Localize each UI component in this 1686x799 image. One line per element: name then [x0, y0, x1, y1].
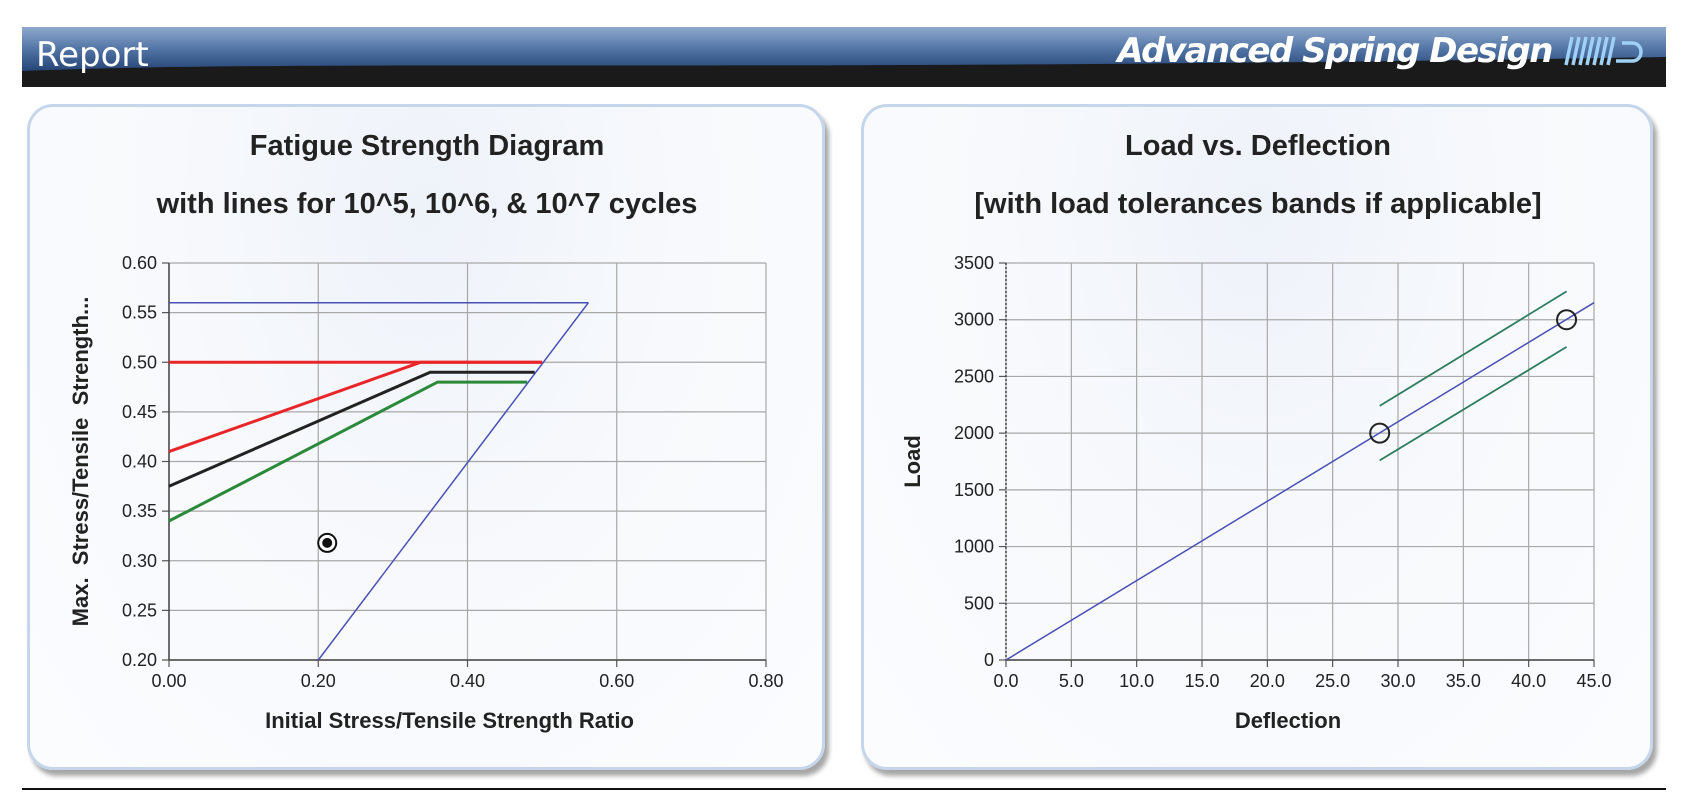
y-tick-label: 3000: [954, 310, 994, 330]
report-title: Report: [36, 35, 149, 75]
y-tick-label: 0.25: [122, 600, 157, 620]
y-tick-label: 0: [984, 650, 994, 670]
fatigue-chart-panel: Fatigue Strength Diagram with lines for …: [27, 104, 825, 770]
x-tick-label: 10.0: [1119, 671, 1154, 691]
fatigue-chart-subtitle: with lines for 10^5, 10^6, & 10^7 cycles: [156, 188, 698, 220]
y-axis-title: Load: [900, 435, 925, 488]
x-tick-label: 0.40: [450, 671, 485, 691]
x-tick-label: 40.0: [1511, 671, 1546, 691]
footer-divider: [22, 788, 1666, 790]
x-tick-label: 45.0: [1576, 671, 1611, 691]
brand: Advanced Spring Design: [1117, 31, 1652, 71]
y-tick-label: 0.30: [122, 551, 157, 571]
y-tick-label: 0.60: [122, 253, 157, 273]
x-axis-title: Deflection: [1235, 708, 1341, 733]
load-chart-panel: Load vs. Deflection [with load tolerance…: [861, 104, 1653, 770]
y-tick-label: 0.45: [122, 402, 157, 422]
x-tick-label: 35.0: [1446, 671, 1481, 691]
y-tick-label: 1000: [954, 537, 994, 557]
series-line-2: [1379, 290, 1568, 407]
x-axis-title: Initial Stress/Tensile Strength Ratio: [265, 708, 634, 733]
series-line-3: [1379, 346, 1568, 462]
x-tick-label: 30.0: [1380, 671, 1415, 691]
fatigue-chart: Fatigue Strength Diagram with lines for …: [68, 130, 784, 733]
y-tick-label: 0.35: [122, 501, 157, 521]
y-tick-label: 2000: [954, 423, 994, 443]
brand-name: Advanced Spring Design: [1117, 31, 1553, 71]
x-tick-label: 20.0: [1250, 671, 1285, 691]
y-tick-label: 0.40: [122, 452, 157, 472]
x-tick-label: 0.00: [151, 671, 186, 691]
y-axis-title: Max. Stress/Tensile Strength...: [68, 297, 93, 627]
y-tick-label: 500: [964, 593, 994, 613]
series-line-5: [168, 370, 535, 488]
y-tick-label: 0.55: [122, 303, 157, 323]
spring-coil-logo-icon: [1564, 36, 1643, 66]
y-tick-label: 0.50: [122, 352, 157, 372]
header-swoosh: [22, 57, 1666, 87]
y-tick-label: 3500: [954, 253, 994, 273]
fatigue-chart-title: Fatigue Strength Diagram: [250, 130, 605, 162]
load-deflection-chart: Load vs. Deflection [with load tolerance…: [900, 130, 1612, 733]
x-tick-label: 0.60: [599, 671, 634, 691]
x-tick-label: 0.80: [748, 671, 783, 691]
series-line-1: [1005, 302, 1595, 661]
x-tick-label: 5.0: [1059, 671, 1084, 691]
y-tick-label: 1500: [954, 480, 994, 500]
y-tick-label: 2500: [954, 366, 994, 386]
data-point-center-1: [322, 537, 333, 548]
x-tick-label: 0.20: [301, 671, 336, 691]
data-point-2: [1556, 309, 1578, 331]
data-point-1: [1369, 422, 1391, 444]
load-chart-subtitle: [with load tolerances bands if applicabl…: [974, 188, 1541, 220]
series-line-2: [317, 302, 589, 661]
y-tick-label: 0.20: [122, 650, 157, 670]
x-tick-label: 25.0: [1315, 671, 1350, 691]
report-header: Report Advanced Spring Design: [22, 27, 1666, 87]
series-line-4: [168, 360, 543, 454]
load-chart-title: Load vs. Deflection: [1125, 130, 1391, 162]
x-tick-label: 15.0: [1184, 671, 1219, 691]
series-line-6: [168, 380, 528, 523]
x-tick-label: 0.0: [993, 671, 1018, 691]
